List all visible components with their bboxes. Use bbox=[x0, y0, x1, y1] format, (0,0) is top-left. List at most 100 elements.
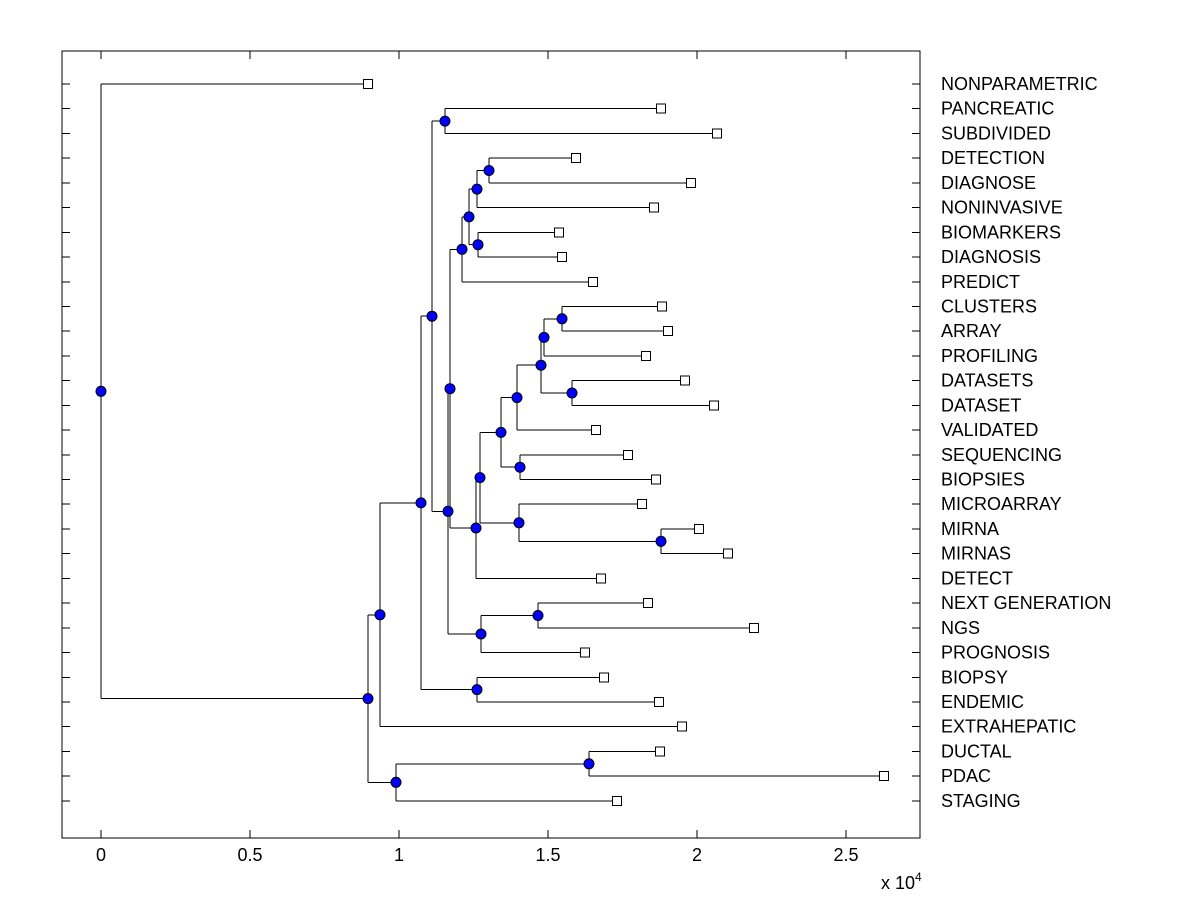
internal-node-marker bbox=[513, 517, 525, 529]
leaf-label: VALIDATED bbox=[941, 420, 1038, 440]
leaf-marker bbox=[557, 252, 567, 262]
internal-node-marker bbox=[439, 115, 451, 127]
internal-node-marker bbox=[535, 359, 547, 371]
leaf-label: EXTRAHEPATIC bbox=[941, 717, 1076, 737]
leaf-label: DIAGNOSE bbox=[941, 173, 1036, 193]
x-tick-label: 1 bbox=[394, 845, 404, 865]
internal-node-marker bbox=[374, 609, 386, 621]
internal-node-marker bbox=[556, 313, 568, 325]
internal-node-marker bbox=[95, 385, 107, 397]
leaf-marker bbox=[712, 128, 722, 139]
axis-ticks bbox=[62, 51, 920, 838]
leaf-label: DETECT bbox=[941, 568, 1013, 588]
leaf-markers bbox=[363, 79, 889, 806]
leaf-labels: NONPARAMETRIC PANCREATIC SUBDIVIDED DETECTI… bbox=[941, 74, 1111, 811]
leaf-marker bbox=[677, 721, 687, 732]
internal-node-marker bbox=[362, 693, 374, 705]
leaf-label: NONINVASIVE bbox=[941, 198, 1063, 218]
leaf-label: DETECTION bbox=[941, 148, 1045, 168]
internal-node-marker bbox=[463, 211, 475, 223]
internal-node-marker bbox=[426, 310, 438, 322]
leaf-marker bbox=[663, 326, 673, 337]
leaf-marker bbox=[655, 746, 665, 757]
leaf-label: PROGNOSIS bbox=[941, 643, 1050, 663]
x-tick-labels: 0 0.5 1 1.5 2 2.5 bbox=[96, 845, 859, 865]
leaf-marker bbox=[686, 177, 696, 188]
leaf-label: DIAGNOSIS bbox=[941, 247, 1041, 267]
leaf-marker bbox=[749, 622, 759, 633]
leaf-label: BIOPSIES bbox=[941, 470, 1025, 490]
leaf-marker bbox=[680, 375, 690, 386]
leaf-marker bbox=[649, 202, 659, 213]
leaf-marker bbox=[363, 79, 373, 89]
leaf-marker bbox=[637, 499, 647, 510]
leaf-label: DUCTAL bbox=[941, 741, 1012, 761]
internal-node-marker bbox=[456, 243, 468, 255]
leaf-label: DATASETS bbox=[941, 371, 1033, 391]
leaf-marker bbox=[694, 524, 704, 534]
leaf-marker bbox=[599, 672, 609, 683]
leaf-label: BIOMARKERS bbox=[941, 222, 1061, 242]
internal-node-marker bbox=[442, 505, 454, 517]
leaf-marker bbox=[641, 350, 651, 361]
leaf-label: PANCREATIC bbox=[941, 99, 1054, 119]
leaf-label: MIRNAS bbox=[941, 544, 1011, 564]
internal-node-marker bbox=[472, 239, 484, 251]
leaf-label: SEQUENCING bbox=[941, 445, 1062, 465]
leaf-marker bbox=[623, 449, 633, 460]
leaf-marker bbox=[654, 697, 664, 707]
leaf-marker bbox=[657, 301, 667, 312]
internal-node-marker bbox=[495, 426, 507, 438]
leaf-marker bbox=[656, 103, 666, 114]
internal-node-marker bbox=[532, 610, 544, 621]
leaf-marker bbox=[651, 474, 661, 485]
internal-node-markers bbox=[95, 115, 667, 788]
internal-node-marker bbox=[470, 522, 482, 534]
tree-branches bbox=[100, 83, 884, 802]
internal-node-marker bbox=[655, 535, 667, 547]
leaf-marker bbox=[571, 153, 581, 164]
internal-node-marker bbox=[475, 628, 487, 640]
leaf-marker bbox=[709, 400, 719, 411]
leaf-label: ARRAY bbox=[941, 321, 1002, 341]
plot-box bbox=[61, 50, 921, 839]
leaf-label: PDAC bbox=[941, 766, 991, 786]
axis-scale-label: x 104 bbox=[881, 870, 922, 893]
leaf-marker bbox=[580, 647, 590, 658]
leaf-label: BIOPSY bbox=[941, 667, 1008, 687]
leaf-label: CLUSTERS bbox=[941, 297, 1037, 317]
internal-node-marker bbox=[474, 472, 486, 484]
leaf-label: STAGING bbox=[941, 791, 1021, 811]
leaf-label: NONPARAMETRIC bbox=[941, 74, 1098, 94]
x-tick-label: 2.5 bbox=[833, 845, 858, 865]
leaf-label: SUBDIVIDED bbox=[941, 123, 1051, 143]
internal-node-marker bbox=[483, 165, 495, 176]
leaf-marker bbox=[596, 573, 606, 584]
leaf-marker bbox=[879, 771, 889, 782]
internal-node-marker bbox=[471, 183, 483, 195]
internal-node-marker bbox=[444, 383, 456, 395]
leaf-marker bbox=[591, 425, 601, 436]
x-tick-label: 0.5 bbox=[237, 845, 262, 865]
internal-node-marker bbox=[538, 331, 550, 343]
internal-node-marker bbox=[566, 387, 578, 399]
leaf-marker bbox=[612, 795, 622, 806]
leaf-marker bbox=[554, 227, 564, 238]
leaf-label: DATASET bbox=[941, 395, 1021, 415]
leaf-label: PREDICT bbox=[941, 272, 1020, 292]
internal-node-marker bbox=[514, 461, 526, 473]
leaf-marker bbox=[588, 276, 598, 287]
internal-node-marker bbox=[415, 497, 427, 509]
leaf-label: NEXT GENERATION bbox=[941, 593, 1111, 613]
leaf-label: MIRNA bbox=[941, 519, 999, 539]
leaf-label: MICROARRAY bbox=[941, 494, 1062, 514]
x-tick-label: 2 bbox=[692, 845, 702, 865]
internal-node-marker bbox=[511, 392, 523, 404]
x-tick-label: 1.5 bbox=[535, 845, 560, 865]
internal-node-marker bbox=[390, 776, 402, 788]
leaf-label: NGS bbox=[941, 618, 980, 638]
leaf-label: ENDEMIC bbox=[941, 692, 1024, 712]
leaf-label: PROFILING bbox=[941, 346, 1038, 366]
